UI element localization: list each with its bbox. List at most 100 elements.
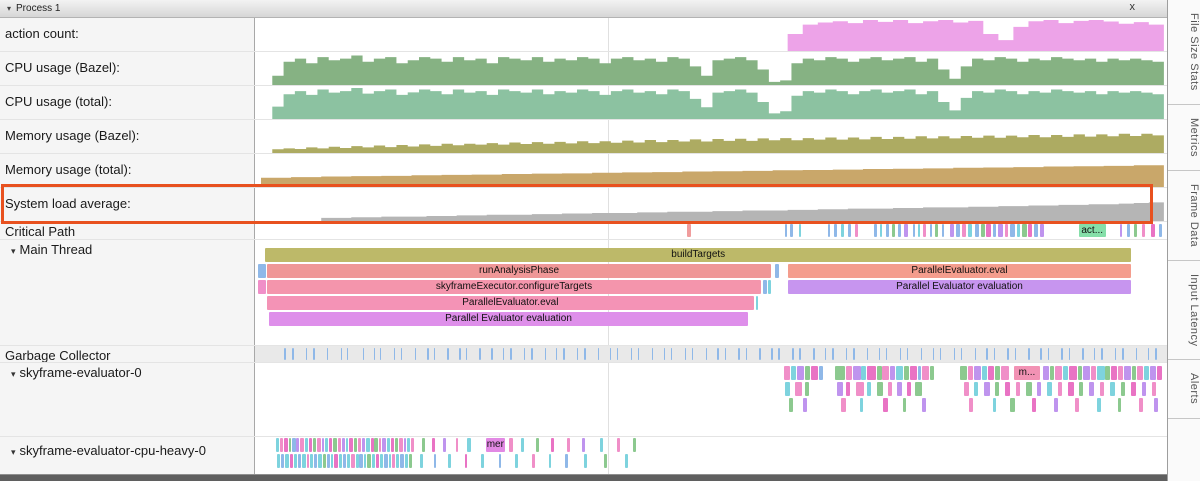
slice[interactable] (498, 454, 502, 468)
slice[interactable] (910, 366, 917, 380)
slice[interactable] (717, 348, 719, 360)
tab-frame-data[interactable]: Frame Data (1168, 171, 1200, 261)
slice[interactable] (1158, 224, 1162, 237)
slice[interactable] (292, 348, 294, 360)
slice[interactable] (1105, 366, 1110, 380)
slice[interactable] (340, 348, 343, 360)
slice[interactable] (322, 454, 326, 468)
slice[interactable] (358, 438, 362, 452)
slice[interactable] (1001, 366, 1009, 380)
slice[interactable] (514, 454, 518, 468)
slice[interactable] (1119, 224, 1123, 237)
slice[interactable] (584, 454, 587, 468)
slice[interactable] (288, 438, 292, 452)
slice[interactable] (510, 348, 512, 360)
slice[interactable] (768, 280, 772, 294)
process-close-button[interactable]: x (1129, 1, 1136, 13)
slice[interactable] (993, 348, 996, 360)
slice[interactable] (1058, 382, 1063, 396)
slice[interactable] (617, 438, 620, 452)
slice[interactable] (759, 348, 761, 360)
slice[interactable] (895, 366, 904, 380)
slice[interactable] (400, 348, 403, 360)
slice[interactable] (1074, 398, 1079, 412)
slice[interactable] (1101, 348, 1103, 360)
slice[interactable] (1049, 366, 1055, 380)
slice[interactable] (1110, 366, 1118, 380)
slice[interactable] (1130, 382, 1136, 396)
slice[interactable] (987, 366, 995, 380)
slice[interactable] (845, 382, 850, 396)
evaluator-0-slices-row-2[interactable] (255, 397, 1167, 413)
slice[interactable] (974, 224, 980, 237)
slice[interactable] (290, 454, 293, 468)
slice[interactable] (306, 348, 308, 360)
slice[interactable] (285, 454, 290, 468)
slice[interactable] (1028, 224, 1033, 237)
slice[interactable] (373, 348, 375, 360)
slice[interactable] (403, 438, 407, 452)
slice[interactable] (275, 438, 280, 452)
slice[interactable] (897, 224, 901, 237)
slice[interactable] (959, 366, 967, 380)
slice[interactable] (974, 348, 976, 360)
slice[interactable] (283, 438, 288, 452)
slice[interactable] (998, 224, 1003, 237)
slice[interactable] (834, 224, 837, 237)
slice[interactable] (1118, 366, 1124, 380)
slice[interactable] (372, 454, 375, 468)
slice[interactable] (316, 438, 321, 452)
slice[interactable] (459, 348, 461, 360)
slice[interactable] (414, 348, 416, 360)
slice[interactable] (1141, 382, 1146, 396)
slice[interactable] (852, 366, 861, 380)
slice[interactable] (855, 224, 858, 237)
slice[interactable] (883, 398, 888, 412)
slice[interactable] (467, 438, 471, 452)
slice[interactable] (1089, 382, 1095, 396)
slice[interactable] (509, 438, 513, 452)
slice[interactable] (411, 438, 415, 452)
slice[interactable] (545, 348, 547, 360)
skyframe-evaluator-cpu-heavy-0-track[interactable]: mer (255, 437, 1167, 474)
slice[interactable] (479, 348, 481, 360)
slice[interactable] (705, 348, 707, 360)
slice[interactable] (1005, 382, 1011, 396)
slice[interactable] (257, 280, 266, 294)
slice[interactable] (584, 348, 586, 360)
slice[interactable] (455, 438, 459, 452)
slice[interactable] (1134, 224, 1137, 237)
slice[interactable] (1155, 348, 1157, 360)
slice[interactable] (960, 348, 963, 360)
slice[interactable] (465, 348, 468, 360)
slice[interactable] (995, 382, 999, 396)
slice[interactable] (1055, 366, 1063, 380)
slice[interactable] (532, 454, 535, 468)
slice[interactable] (280, 454, 284, 468)
slice[interactable] (1122, 348, 1124, 360)
slice[interactable] (398, 438, 403, 452)
slice[interactable] (949, 224, 955, 237)
slice[interactable] (1117, 398, 1122, 412)
slice[interactable] (604, 454, 608, 468)
slice[interactable] (904, 224, 908, 237)
slice-chip[interactable]: runAnalysisPhase (266, 264, 772, 278)
slice[interactable] (785, 382, 791, 396)
slice[interactable] (886, 224, 889, 237)
main-thread-slices-row-4[interactable]: Parallel Evaluator evaluation (255, 311, 1167, 327)
slice[interactable] (1053, 398, 1059, 412)
slice[interactable] (427, 348, 429, 360)
slice[interactable] (774, 264, 780, 278)
slice[interactable] (334, 454, 339, 468)
slice[interactable] (1068, 366, 1077, 380)
slice[interactable] (899, 348, 902, 360)
slice[interactable] (663, 348, 665, 360)
process-header[interactable]: ▾ Process 1 x (0, 0, 1167, 18)
slice[interactable] (1156, 366, 1162, 380)
slice[interactable] (788, 398, 793, 412)
slice[interactable] (974, 382, 979, 396)
slice[interactable] (804, 366, 810, 380)
slice[interactable] (890, 366, 895, 380)
slice[interactable] (929, 224, 933, 237)
slice[interactable] (973, 366, 982, 380)
